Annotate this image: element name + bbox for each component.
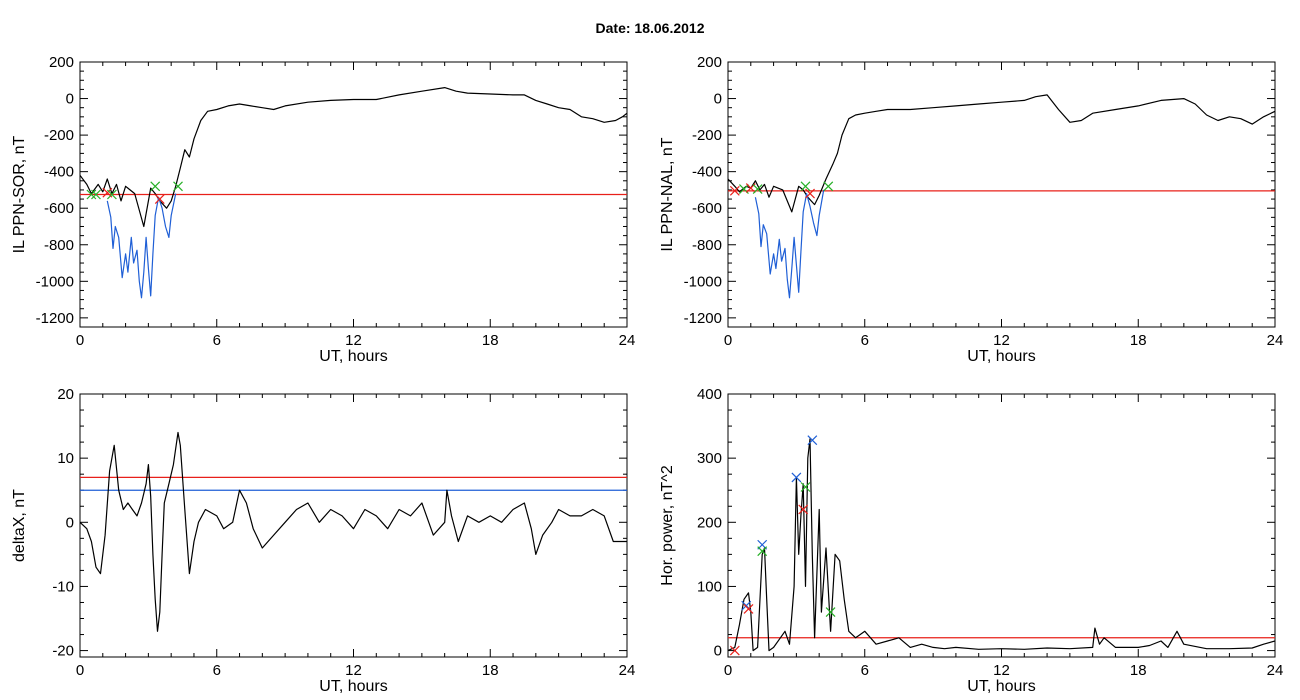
x-tick-label: 0 (76, 662, 84, 679)
y-tick-label: 300 (697, 450, 722, 467)
x-axis-label: UT, hours (319, 348, 387, 365)
marker-red (729, 185, 740, 196)
marker-red (743, 603, 754, 614)
y-tick-label: -1200 (684, 310, 722, 327)
chart-panel-nal: 0 6 12 18 24 -1200 -1000 -800 -600 -400 -200 0 200 UT… (659, 54, 1283, 365)
marker-green (800, 181, 811, 192)
chart-panel-sor: 0 6 12 18 24 -1200 -1000 -800 -600 -400 -200 0 200 UT… (11, 54, 635, 365)
marker-red (805, 188, 815, 199)
x-tick-label: 24 (619, 332, 636, 349)
x-tick-label: 6 (861, 662, 869, 679)
y-tick-label: -800 (692, 237, 722, 254)
y-tick-label: 400 (697, 386, 722, 403)
marker-green (752, 184, 763, 194)
marker-green (173, 181, 183, 192)
x-tick-label: 12 (345, 662, 362, 679)
x-axis-label: UT, hours (967, 678, 1035, 695)
x-tick-label: 12 (993, 332, 1010, 349)
marker-red (729, 645, 740, 656)
y-tick-label: -400 (44, 164, 74, 181)
series-line-blue (106, 193, 177, 299)
x-tick-label: 0 (724, 332, 732, 349)
plot-frame (727, 393, 1276, 658)
y-tick-label: -1000 (684, 273, 722, 290)
y-tick-label: 0 (714, 91, 722, 108)
y-tick-label: -800 (44, 237, 74, 254)
y-tick-label: 200 (697, 514, 722, 531)
series-line-black (728, 438, 1275, 652)
plot-area (728, 94, 1275, 299)
series-line-blue (754, 189, 825, 299)
y-tick-label: -400 (692, 164, 722, 181)
plot-area (728, 435, 1275, 656)
y-tick-label: -1200 (36, 310, 74, 327)
marker-red (798, 504, 809, 515)
y-tick-label: 100 (697, 578, 722, 595)
x-tick-label: 18 (1130, 332, 1147, 349)
x-tick-label: 0 (76, 332, 84, 349)
series-line-black (728, 94, 1275, 213)
y-tick-label: -1000 (36, 273, 74, 290)
plot-frame (79, 393, 628, 658)
x-axis-label: UT, hours (319, 678, 387, 695)
x-tick-label: 0 (724, 662, 732, 679)
x-tick-label: 12 (993, 662, 1010, 679)
date-title: Date: 18.06.2012 (595, 20, 705, 36)
y-tick-label: 200 (697, 54, 722, 71)
marker-green (825, 607, 836, 618)
y-tick-label: 200 (49, 54, 74, 71)
marker-red (154, 194, 165, 204)
y-tick-label: -600 (44, 200, 74, 217)
plot-area (80, 431, 627, 632)
y-tick-label: 0 (66, 514, 74, 531)
series-line-black (80, 431, 627, 632)
y-axis-label: IL PPN-SOR, nT (11, 135, 28, 253)
y-tick-label: -600 (692, 200, 722, 217)
marker-green (800, 482, 811, 492)
y-tick-label: 0 (714, 643, 722, 660)
x-tick-label: 12 (345, 332, 362, 349)
x-tick-label: 24 (1267, 332, 1284, 349)
chart-panel-power: 0 6 12 18 24 0 100 200 300 400 UT, hours Hor. power… (659, 386, 1283, 695)
x-tick-label: 24 (1267, 662, 1284, 679)
marker-green (757, 546, 768, 557)
x-tick-label: 18 (482, 662, 499, 679)
y-tick-label: -10 (52, 578, 74, 595)
y-tick-label: -200 (692, 127, 722, 144)
y-tick-label: -20 (52, 643, 74, 660)
x-tick-label: 6 (213, 662, 221, 679)
marker-green (86, 189, 97, 200)
y-tick-label: -200 (44, 127, 74, 144)
marker-blue (807, 435, 818, 446)
chart-panel-deltax: 0 6 12 18 24 -20 -10 0 10 20 UT, hours deltaX, nT (11, 386, 635, 695)
plot-area (80, 87, 627, 299)
x-tick-label: 6 (861, 332, 869, 349)
y-tick-label: 10 (57, 450, 74, 467)
marker-green (106, 189, 117, 200)
y-tick-label: 0 (66, 91, 74, 108)
x-tick-label: 6 (213, 332, 221, 349)
x-tick-label: 18 (482, 332, 499, 349)
y-axis-label: deltaX, nT (11, 489, 28, 562)
x-axis-label: UT, hours (967, 348, 1035, 365)
y-axis-label: IL PPN-NAL, nT (659, 137, 676, 251)
x-tick-label: 18 (1130, 662, 1147, 679)
marker-green (150, 181, 161, 192)
y-tick-label: 20 (57, 386, 74, 403)
marker-green (91, 189, 101, 200)
x-tick-label: 24 (619, 662, 636, 679)
series-line-black (80, 87, 627, 228)
marker-blue (791, 472, 802, 483)
y-axis-label: Hor. power, nT^2 (659, 465, 676, 586)
marker-green (823, 181, 834, 192)
